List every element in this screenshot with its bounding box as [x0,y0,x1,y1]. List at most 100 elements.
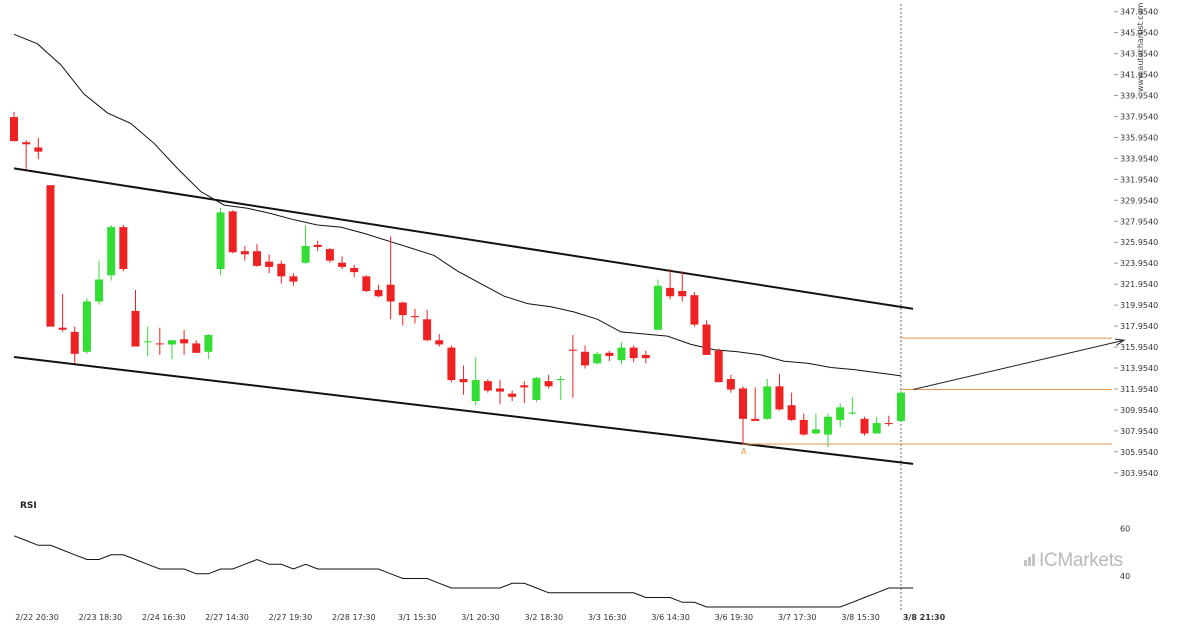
price-tick-label: 319.9540 [1120,301,1158,310]
logo-text: ICMarkets [1039,550,1123,571]
rsi-tick-label: 40 [1120,572,1130,581]
candle-body [95,279,104,302]
candle-body [325,249,334,261]
candle-body [107,227,116,276]
candle-body [763,386,772,419]
candle-body [617,347,626,361]
time-tick-label: 3/3 16:30 [588,613,626,622]
candle-body [629,347,638,359]
logo-bars-icon [1024,550,1036,572]
time-tick-label: 2/27 19:30 [269,613,313,622]
price-tick-label: 313.9540 [1120,364,1158,373]
price-tick-label: 335.9540 [1120,133,1158,142]
candle-body [799,419,808,435]
candle-body [641,354,650,359]
candle-body [666,287,675,297]
candle-body [520,385,529,388]
forecast-arrowhead [1115,338,1126,346]
price-tick-label: 327.9540 [1120,217,1158,226]
time-tick-label: 3/1 20:30 [461,613,499,622]
price-tick-label: 311.9540 [1120,385,1158,394]
candle-body [70,331,79,354]
candle-body [338,262,347,267]
candle-body [702,324,711,355]
forecast-line [912,339,1125,390]
time-tick-label: 2/27 14:30 [205,613,249,622]
candle-body [253,251,261,266]
candle-body [593,353,602,364]
candle-body [155,343,164,345]
candle-body [22,142,31,145]
candle-body [848,412,857,414]
candle-body [824,416,833,435]
candle-body [228,211,237,253]
candle-body [775,386,784,410]
candle-body [119,227,128,270]
candle-body [240,251,249,255]
time-tick-label: 2/23 18:30 [79,613,123,622]
rsi-label: RSI [20,501,37,511]
watermark-text: www.autochartist.com [1136,2,1145,92]
time-tick-label: 3/2 18:30 [525,613,563,622]
candle-body [265,261,274,267]
candle-body [739,388,747,419]
price-tick-label: 347.9540 [1120,8,1158,17]
candle-body [726,379,735,390]
pattern-point-label: A [741,447,747,456]
price-tick-label: 309.9540 [1120,406,1158,415]
moving-average [13,33,902,377]
candle-body [508,393,517,397]
price-tick-label: 331.9540 [1120,175,1158,184]
candle-body [216,212,225,270]
time-tick-label: 2/24 16:30 [142,613,186,622]
price-tick-label: 321.9540 [1120,280,1158,289]
candle-body [410,316,419,318]
candle-body [423,319,432,341]
price-tick-label: 343.9540 [1120,50,1158,59]
forecast-arrow [912,338,1126,390]
channel-upper-line [13,167,914,310]
candle-body [653,285,662,330]
price-tick-label: 333.9540 [1120,154,1158,163]
rsi-line [13,535,914,608]
price-levels [743,337,1112,445]
candle-body [544,381,553,387]
candle-body [301,245,310,263]
candle-body [496,388,504,392]
candle-body [204,335,213,352]
candle-body [313,244,322,247]
rsi-tick-label: 60 [1120,525,1130,534]
candle-body [678,291,687,297]
candle-body [581,351,590,366]
price-tick-label: 329.9540 [1120,196,1158,205]
candle-body [483,381,492,391]
candle-body [751,418,760,421]
candle-body [532,377,541,400]
price-tick-label: 315.9540 [1120,343,1158,352]
candle-body [362,276,371,292]
candle-body [167,340,176,345]
price-tick-label: 337.9540 [1120,113,1158,122]
candle-body [435,340,444,345]
candle-body [398,302,407,316]
time-tick-label: 2/22 20:30 [15,613,59,622]
price-axis: 347.9540 345.9540 343.9540 341.9540 339.9540… [1114,8,1158,478]
candle-body [690,295,699,325]
channel-lower-line [13,356,914,465]
candle-body [10,117,18,142]
candle-body [277,263,286,277]
candle-body [143,341,152,343]
broker-logo: ICMarkets [1024,550,1123,572]
candle-body [34,147,43,152]
candle-body [896,392,905,421]
candle-body [471,380,480,402]
price-tick-label: 341.9540 [1120,71,1158,80]
candle-body [811,429,820,434]
candle-body [836,407,845,420]
price-tick-label: 323.9540 [1120,259,1158,268]
price-tick-label: 305.9540 [1120,448,1158,457]
candle-body [46,185,55,327]
candle-body [568,349,577,351]
candle-body [459,379,468,383]
